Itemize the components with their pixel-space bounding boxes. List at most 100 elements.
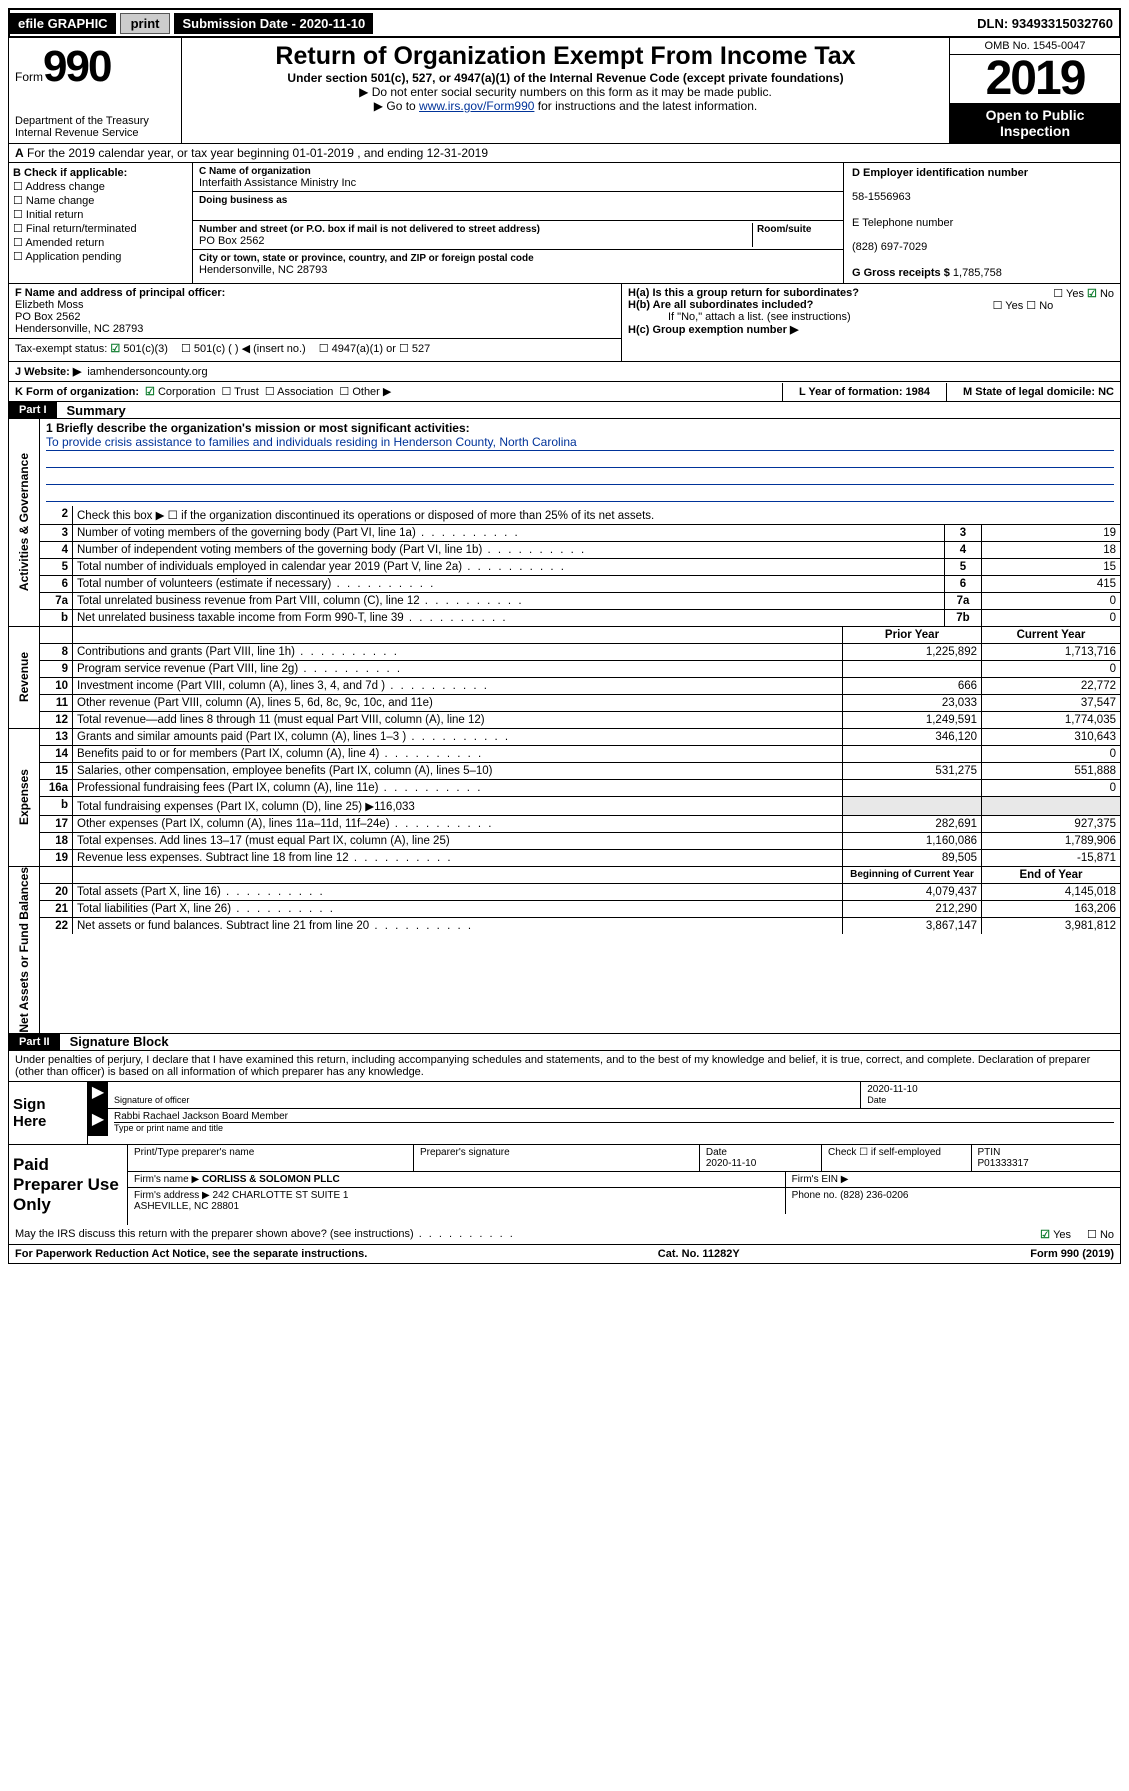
row-i: Tax-exempt status: 501(c)(3) 501(c) ( ) … — [9, 338, 621, 358]
exp-table: 13Grants and similar amounts paid (Part … — [40, 729, 1120, 866]
year-formation: L Year of formation: 1984 — [799, 386, 930, 398]
discuss-yes[interactable]: Yes — [1040, 1228, 1071, 1241]
line-8: Contributions and grants (Part VIII, lin… — [73, 644, 843, 661]
form-990-page: efile GRAPHIC print Submission Date - 20… — [0, 0, 1129, 1272]
form-ref: Form 990 (2019) — [1030, 1248, 1114, 1260]
chk-501c3[interactable]: 501(c)(3) — [110, 343, 168, 355]
ssn-note: Do not enter social security numbers on … — [190, 85, 941, 99]
row-fh: F Name and address of principal officer:… — [8, 284, 1121, 362]
na-section: Net Assets or Fund Balances Beginning of… — [8, 867, 1121, 1034]
b-title: B Check if applicable: — [13, 167, 127, 179]
line-13: Grants and similar amounts paid (Part IX… — [73, 729, 843, 746]
part1-header: Part I Summary — [8, 402, 1121, 419]
rev-table: Prior YearCurrent Year 8Contributions an… — [40, 627, 1120, 728]
part1-tag: Part I — [9, 402, 57, 418]
chk-name[interactable]: Name change — [13, 194, 188, 207]
org-name-box: C Name of organization Interfaith Assist… — [193, 163, 843, 192]
val-7a: 0 — [982, 593, 1121, 610]
rev-label: Revenue — [9, 627, 40, 728]
chk-address[interactable]: Address change — [13, 180, 188, 193]
col-b: B Check if applicable: Address change Na… — [9, 163, 193, 283]
self-employed-chk[interactable]: Check ☐ if self-employed — [822, 1145, 971, 1171]
chk-amended[interactable]: Amended return — [13, 236, 188, 249]
col-d: D Employer identification number 58-1556… — [843, 163, 1120, 283]
sig-officer-cell: Signature of officer — [108, 1082, 860, 1108]
row-j: J Website: ▶ iamhendersoncounty.org — [8, 362, 1121, 382]
ptin: PTINP01333317 — [972, 1145, 1120, 1171]
cat-no: Cat. No. 11282Y — [658, 1248, 740, 1260]
line-15: Salaries, other compensation, employee b… — [73, 763, 843, 780]
line-18: Total expenses. Add lines 13–17 (must eq… — [73, 833, 843, 850]
header-row: Form 990 Department of the Treasury Inte… — [8, 38, 1121, 144]
telephone: (828) 697-7029 — [852, 241, 927, 253]
chk-final[interactable]: Final return/terminated — [13, 222, 188, 235]
part2-tag: Part II — [9, 1034, 60, 1050]
begin-year-hdr: Beginning of Current Year — [843, 867, 982, 884]
col-h: H(a) Is this a group return for subordin… — [622, 284, 1120, 361]
tel-block: E Telephone number (828) 697-7029 — [852, 217, 1112, 253]
block-bcd: B Check if applicable: Address change Na… — [8, 163, 1121, 284]
k-assoc[interactable]: Association — [265, 385, 334, 398]
chk-pending[interactable]: Application pending — [13, 250, 188, 263]
title-block: Return of Organization Exempt From Incom… — [182, 38, 949, 143]
hb-yes[interactable]: Yes — [993, 300, 1024, 312]
topbar: efile GRAPHIC print Submission Date - 20… — [8, 8, 1121, 38]
prep-name-hdr: Print/Type preparer's name — [128, 1145, 414, 1171]
val-6: 415 — [982, 576, 1121, 593]
k-corp[interactable]: Corporation — [145, 385, 215, 398]
addr-box: Number and street (or P.O. box if mail i… — [193, 221, 843, 250]
sig-date-cell: 2020-11-10Date — [860, 1082, 1120, 1108]
prep-date: Date2020-11-10 — [700, 1145, 822, 1171]
year-block: OMB No. 1545-0047 2019 Open to Public In… — [949, 38, 1120, 143]
gross-block: G Gross receipts $ 1,785,758 — [852, 267, 1112, 279]
chk-527[interactable]: 527 — [399, 343, 430, 355]
part2-title: Signature Block — [60, 1034, 169, 1049]
line-6: Total number of volunteers (estimate if … — [73, 576, 945, 593]
chk-initial[interactable]: Initial return — [13, 208, 188, 221]
rev-section: Revenue Prior YearCurrent Year 8Contribu… — [8, 627, 1121, 729]
line-22: Net assets or fund balances. Subtract li… — [73, 918, 843, 935]
val-3: 19 — [982, 525, 1121, 542]
hc-label: H(c) Group exemption number ▶ — [628, 324, 798, 336]
part1-title: Summary — [57, 403, 126, 418]
paperwork-notice: For Paperwork Reduction Act Notice, see … — [15, 1248, 367, 1260]
submission-date: Submission Date - 2020-11-10 — [174, 13, 373, 34]
end-year-hdr: End of Year — [982, 867, 1121, 884]
ha-no[interactable]: No — [1087, 288, 1114, 300]
ha-yes[interactable]: Yes — [1053, 288, 1084, 300]
discuss-no[interactable]: No — [1087, 1228, 1114, 1241]
val-5: 15 — [982, 559, 1121, 576]
k-other[interactable]: Other ▶ — [339, 385, 391, 398]
form-id-block: Form 990 Department of the Treasury Inte… — [9, 38, 182, 143]
col-f: F Name and address of principal officer:… — [9, 284, 622, 361]
k-trust[interactable]: Trust — [221, 385, 258, 398]
chk-4947[interactable]: 4947(a)(1) or — [319, 343, 396, 355]
state-domicile: M State of legal domicile: NC — [963, 386, 1114, 398]
line-12: Total revenue—add lines 8 through 11 (mu… — [73, 712, 843, 729]
arrow-icon: ▶ — [88, 1109, 108, 1136]
gov-section: Activities & Governance 1 Briefly descri… — [8, 419, 1121, 627]
department: Department of the Treasury Internal Reve… — [15, 115, 175, 139]
line-3: Number of voting members of the governin… — [73, 525, 945, 542]
line-9: Program service revenue (Part VIII, line… — [73, 661, 843, 678]
paid-label: Paid Preparer Use Only — [9, 1145, 128, 1225]
line-17: Other expenses (Part IX, column (A), lin… — [73, 816, 843, 833]
officer-name: Elizbeth Moss — [15, 299, 83, 311]
website: iamhendersoncounty.org — [87, 366, 207, 378]
signature-block: Under penalties of perjury, I declare th… — [8, 1051, 1121, 1264]
line-16a: Professional fundraising fees (Part IX, … — [73, 780, 843, 797]
chk-501c[interactable]: 501(c) ( ) ◀ (insert no.) — [181, 343, 306, 355]
hb-no[interactable]: No — [1026, 300, 1053, 312]
exp-label: Expenses — [9, 729, 40, 866]
print-button[interactable]: print — [120, 13, 171, 34]
line-4: Number of independent voting members of … — [73, 542, 945, 559]
mission-block: 1 Briefly describe the organization's mi… — [40, 419, 1120, 506]
subsection: Under section 501(c), 527, or 4947(a)(1)… — [190, 71, 941, 85]
org-name: Interfaith Assistance Ministry Inc — [199, 177, 356, 189]
na-table: Beginning of Current YearEnd of Year 20T… — [40, 867, 1120, 934]
irs-link[interactable]: www.irs.gov/Form990 — [419, 99, 534, 113]
paid-preparer: Paid Preparer Use Only Print/Type prepar… — [9, 1144, 1120, 1225]
val-7b: 0 — [982, 610, 1121, 627]
line-2: Check this box ▶ ☐ if the organization d… — [73, 506, 1121, 525]
arrow-icon: ▶ — [88, 1082, 108, 1108]
